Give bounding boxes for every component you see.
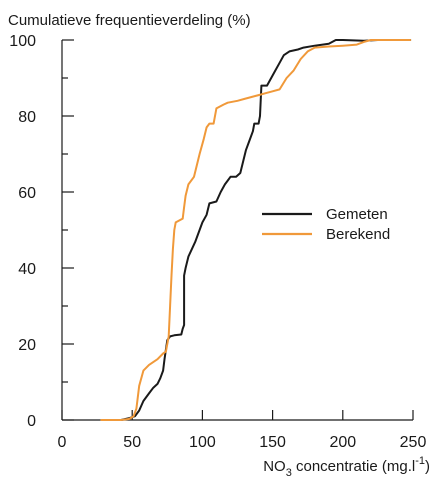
series-line-gemeten bbox=[120, 39, 412, 421]
x-axis-title-close: ) bbox=[425, 458, 430, 475]
x-tick-label-50: 50 bbox=[123, 434, 141, 451]
series-line-berekend bbox=[100, 39, 412, 421]
x-tick-label-200: 200 bbox=[329, 434, 356, 451]
legend-label-gemeten: Gemeten bbox=[326, 206, 388, 223]
x-tick-label-150: 150 bbox=[259, 434, 286, 451]
y-tick-label-100: 100 bbox=[9, 33, 36, 50]
x-axis-title-sup: -1 bbox=[415, 455, 425, 467]
y-tick-label-20: 20 bbox=[18, 337, 36, 354]
legend-label-berekend: Berekend bbox=[326, 226, 390, 243]
x-tick-label-250: 250 bbox=[400, 434, 427, 451]
y-tick-label-40: 40 bbox=[18, 261, 36, 278]
y-tick-label-0: 0 bbox=[27, 413, 36, 430]
y-tick-label-80: 80 bbox=[18, 109, 36, 126]
x-tick-label-0: 0 bbox=[58, 434, 67, 451]
y-tick-label-60: 60 bbox=[18, 185, 36, 202]
x-axis-title-main: NO bbox=[263, 458, 286, 475]
x-axis-title: NO3 concentratie (mg.l-1) bbox=[263, 455, 430, 479]
x-tick-label-100: 100 bbox=[189, 434, 216, 451]
x-axis-title-sub: 3 bbox=[286, 467, 292, 479]
legend: Gemeten Berekend bbox=[262, 206, 390, 243]
x-axis-title-rest: concentratie (mg.l bbox=[292, 458, 415, 475]
series-layer bbox=[100, 39, 412, 421]
y-axis-title: Cumulatieve frequentieverdeling (%) bbox=[8, 12, 251, 29]
ticks: 0 20 40 60 80 100 0 50 100 150 200 250 bbox=[9, 33, 426, 451]
